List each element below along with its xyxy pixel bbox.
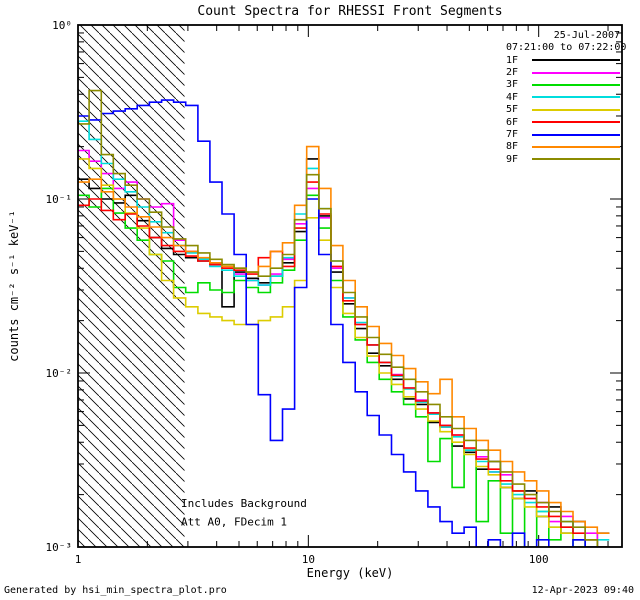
annotation-0: Includes Background [181,497,307,510]
legend-entry-line [532,59,620,62]
annotation-1: Att A0, FDecim 1 [181,515,287,528]
legend-entry-4F: 4F [506,91,620,103]
legend-entry-line [532,133,620,136]
y-tick-label: 10⁻³ [46,541,73,554]
y-tick-label: 10⁻² [46,367,73,380]
legend-entry-line [532,158,620,161]
y-tick-label: 10⁻¹ [46,193,73,206]
plot-frame [77,24,623,548]
attenuator-hatch-region [78,25,185,547]
x-tick-label: 100 [529,553,549,566]
x-tick-label: 10 [302,553,315,566]
legend: 25-Jul-2007 07:21:00 to 07:22:00 1F 2F 3F 4… [506,30,627,166]
legend-entry-line [532,96,620,99]
legend-entry-label: 9F [506,153,519,165]
legend-entry-label: 4F [506,91,519,103]
legend-entry-label: 1F [506,54,519,66]
legend-entry-label: 2F [506,67,519,79]
series-7F [78,99,610,547]
axis-ticks [77,24,622,548]
legend-entry-1F: 1F [506,54,620,66]
legend-entries: 1F 2F 3F 4F 5F 6F 7F 8F 9F [506,54,620,166]
legend-entry-line [532,83,620,86]
y-axis-label: counts cm⁻² s⁻¹ keV⁻¹ [7,210,21,362]
footer-generated-by: Generated by hsi_min_spectra_plot.pro [4,585,227,596]
series-9F [78,89,610,547]
legend-entry-5F: 5F [506,104,620,116]
legend-entry-label: 3F [506,79,519,91]
legend-date: 25-Jul-2007 [553,30,620,41]
legend-entry-label: 5F [506,104,519,116]
legend-entry-line [532,71,620,74]
legend-entry-8F: 8F [506,141,620,153]
legend-time-range: 07:21:00 to 07:22:00 [506,42,627,53]
y-tick-label: 10⁰ [52,19,72,32]
chart-title: Count Spectra for RHESSI Front Segments [197,4,503,19]
legend-entry-6F: 6F [506,116,620,128]
legend-entry-2F: 2F [506,66,620,78]
footer-timestamp: 12-Apr-2023 09:40 [531,585,634,596]
legend-entry-7F: 7F [506,128,620,140]
legend-entry-label: 7F [506,129,519,141]
legend-entry-label: 8F [506,141,519,153]
legend-entry-9F: 9F [506,153,620,165]
legend-entry-label: 6F [506,116,519,128]
legend-entry-line [532,121,620,124]
legend-entry-line [532,145,620,148]
legend-entry-line [532,108,620,111]
legend-entry-3F: 3F [506,79,620,91]
x-axis-label: Energy (keV) [306,566,394,580]
x-tick-label: 1 [75,553,82,566]
